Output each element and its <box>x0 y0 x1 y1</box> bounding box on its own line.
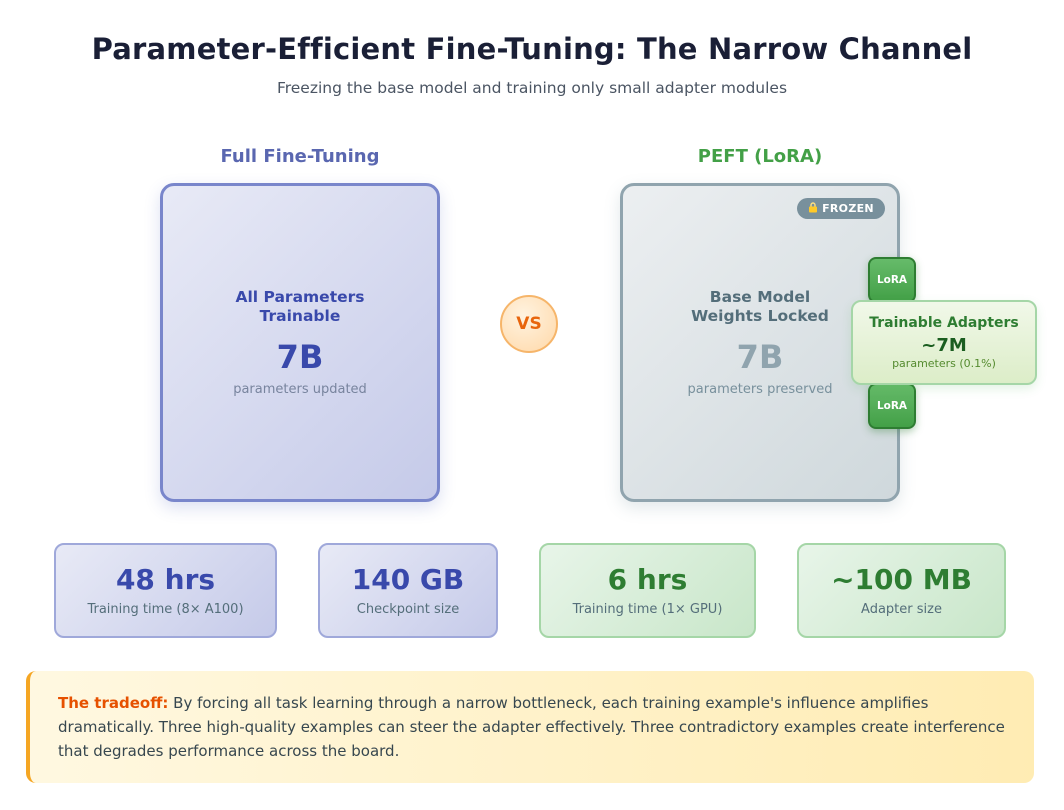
lock-icon <box>808 201 818 216</box>
lora-adapter-bottom: LoRA <box>868 383 916 429</box>
trainable-adapters-callout: Trainable Adapters ~7M parameters (0.1%) <box>851 300 1037 385</box>
full-box-param-count: 7B <box>276 338 324 376</box>
peft-box-heading-line2: Weights Locked <box>691 307 829 325</box>
stat-value: 48 hrs <box>115 563 216 596</box>
adapter-caption: parameters (0.1%) <box>892 357 996 370</box>
stat-label: Training time (8× A100) <box>87 602 244 617</box>
peft-label: PEFT (LoRA) <box>697 146 823 167</box>
full-box-heading: All Parameters Trainable <box>236 288 365 326</box>
peft-box-param-count: 7B <box>736 338 784 376</box>
frozen-badge: FROZEN <box>797 198 885 219</box>
full-finetuning-label: Full Fine-Tuning <box>220 146 380 167</box>
vs-badge: VS <box>500 295 558 353</box>
stat-card-adapter-size: ~100 MB Adapter size <box>797 543 1006 638</box>
stat-label: Checkpoint size <box>356 602 460 617</box>
adapter-param-count: ~7M <box>921 335 967 356</box>
stat-value: ~100 MB <box>831 563 972 596</box>
stat-value: 6 hrs <box>607 563 688 596</box>
peft-box-heading: Base Model Weights Locked <box>691 288 829 326</box>
peft-box-caption: parameters preserved <box>687 382 833 397</box>
tradeoff-callout: The tradeoff: By forcing all task learni… <box>26 671 1034 783</box>
adapter-title: Trainable Adapters <box>869 315 1019 331</box>
peft-box-heading-line1: Base Model <box>709 288 811 306</box>
lora-adapter-top: LoRA <box>868 257 916 303</box>
full-box-caption: parameters updated <box>233 382 367 397</box>
tradeoff-callout-text: By forcing all task learning through a n… <box>58 694 1005 760</box>
stat-label: Training time (1× GPU) <box>572 602 723 617</box>
stat-card-peft-training-time: 6 hrs Training time (1× GPU) <box>539 543 756 638</box>
page-subtitle: Freezing the base model and training onl… <box>276 79 788 97</box>
stat-card-checkpoint-size: 140 GB Checkpoint size <box>318 543 498 638</box>
stat-label: Adapter size <box>861 602 942 617</box>
page-title: Parameter-Efficient Fine-Tuning: The Nar… <box>91 32 973 66</box>
tradeoff-callout-lead: The tradeoff: <box>58 694 169 712</box>
stat-card-full-training-time: 48 hrs Training time (8× A100) <box>54 543 277 638</box>
full-box-heading-line2: Trainable <box>259 307 341 325</box>
stat-value: 140 GB <box>351 563 465 596</box>
full-finetuning-model-box: All Parameters Trainable 7B parameters u… <box>160 183 440 502</box>
frozen-badge-label: FROZEN <box>822 202 874 215</box>
full-box-heading-line1: All Parameters <box>235 288 365 306</box>
